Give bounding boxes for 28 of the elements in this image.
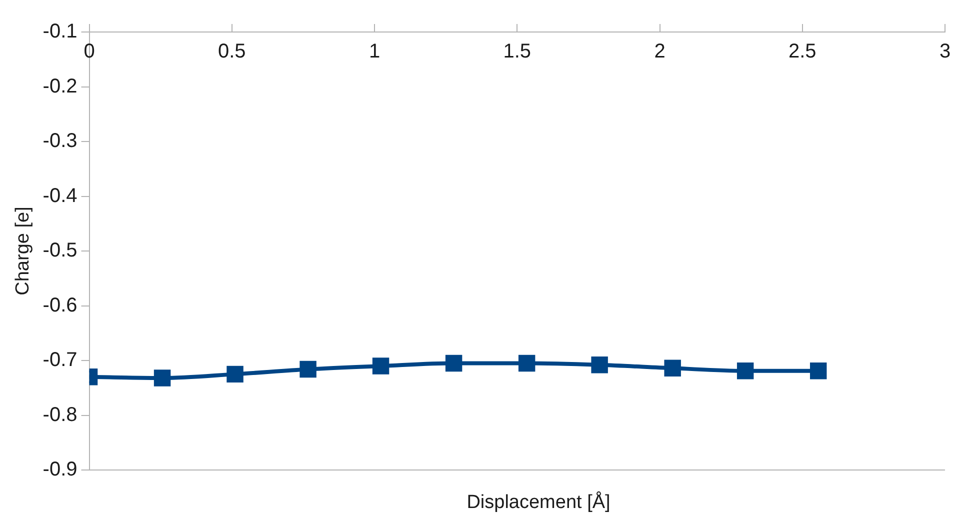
point <box>226 366 244 383</box>
y-tick-label: -0.3 <box>42 130 78 152</box>
y-tick-label: -0.5 <box>42 240 78 262</box>
y-tick-label: -0.9 <box>42 458 78 481</box>
point <box>300 360 316 378</box>
point <box>445 354 462 372</box>
x-axis-title: Displacement [Å] <box>466 492 612 514</box>
x-tick-label: 1.5 <box>503 40 532 63</box>
x-tick-label: 1 <box>368 40 380 63</box>
point <box>664 360 681 377</box>
x-tick-label: 3 <box>939 40 951 63</box>
y-axis-title: Charge [e] <box>12 206 34 296</box>
x-tick-label: 0 <box>84 40 95 63</box>
point <box>591 356 608 374</box>
y-tick-label: -0.8 <box>42 404 78 426</box>
y-tick-label: -0.2 <box>42 75 78 98</box>
point <box>154 370 171 386</box>
y-tick-label: -0.1 <box>42 20 78 43</box>
point <box>736 362 754 380</box>
y-tick-label: -0.4 <box>42 184 78 207</box>
x-tick-label: 2.5 <box>788 40 816 63</box>
y-tick-label: -0.6 <box>42 294 78 316</box>
x-tick-label: 0.5 <box>218 40 246 63</box>
point <box>372 358 390 374</box>
point <box>810 362 827 380</box>
x-tick-label: 2 <box>654 40 666 63</box>
y-tick-label: -0.7 <box>42 349 78 372</box>
point <box>518 354 536 372</box>
